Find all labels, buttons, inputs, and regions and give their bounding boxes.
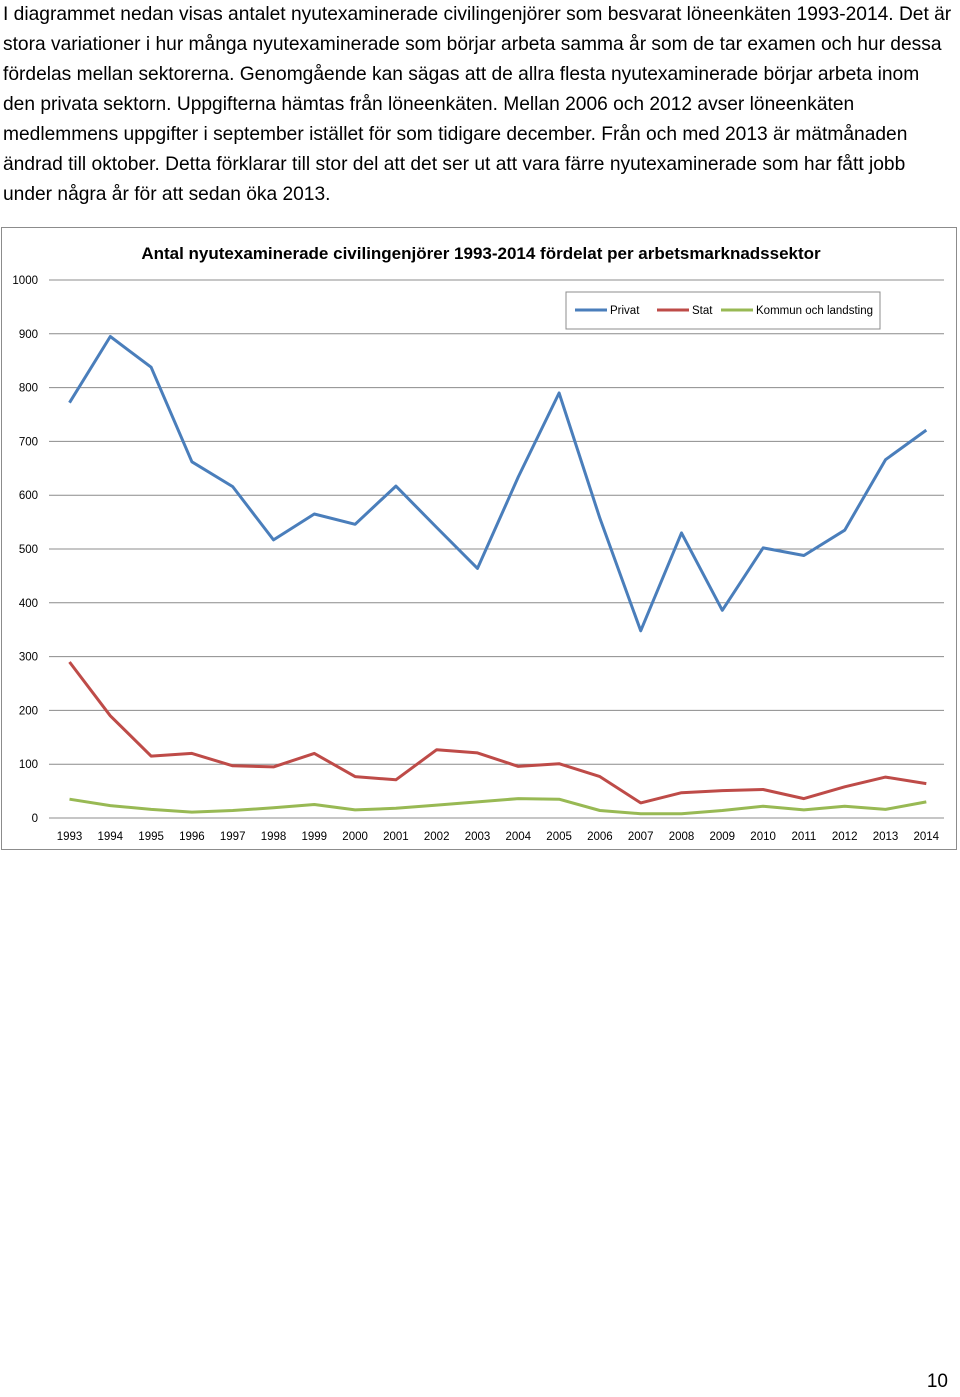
x-tick-label: 2014 [914, 831, 940, 843]
y-tick-label: 800 [19, 383, 38, 395]
intro-paragraph: I diagrammet nedan visas antalet nyutexa… [3, 4, 952, 205]
x-axis-ticks: 1993 1994 1995 1996 1997 1998 1999 2000 2001 2002… [57, 831, 940, 843]
y-tick-label: 100 [19, 759, 38, 771]
y-tick-label: 0 [32, 813, 38, 825]
y-tick-label: 900 [19, 329, 38, 341]
y-tick-label: 500 [19, 544, 38, 556]
y-tick-label: 600 [19, 490, 38, 502]
x-tick-label: 2006 [587, 831, 613, 843]
y-tick-label: 300 [19, 652, 38, 664]
x-tick-label: 1996 [179, 831, 205, 843]
line-chart: Antal nyutexaminerade civilingenjörer 19… [1, 227, 957, 850]
x-tick-label: 2012 [832, 831, 858, 843]
y-tick-label: 400 [19, 598, 38, 610]
x-tick-label: 1993 [57, 831, 83, 843]
series-lines [68, 335, 928, 816]
legend-label: Stat [692, 305, 713, 317]
series-line [68, 661, 927, 805]
x-tick-label: 2010 [750, 831, 776, 843]
y-tick-label: 1000 [12, 275, 38, 287]
x-tick-label: 2004 [506, 831, 532, 843]
x-tick-label: 2005 [546, 831, 572, 843]
x-tick-label: 1997 [220, 831, 246, 843]
x-tick-label: 2008 [669, 831, 695, 843]
legend-label: Kommun och landsting [756, 305, 873, 317]
x-tick-label: 2000 [342, 831, 368, 843]
series-line [69, 797, 927, 816]
chart-canvas: Antal nyutexaminerade civilingenjörer 19… [12, 244, 944, 843]
y-tick-label: 700 [19, 436, 38, 448]
x-tick-label: 2002 [424, 831, 450, 843]
y-tick-label: 200 [19, 705, 38, 717]
series-line [68, 335, 928, 633]
x-tick-label: 2009 [710, 831, 736, 843]
x-tick-label: 1999 [302, 831, 328, 843]
x-tick-label: 1998 [261, 831, 287, 843]
legend-label: Privat [610, 305, 640, 317]
x-tick-label: 1995 [138, 831, 164, 843]
x-tick-label: 1994 [98, 831, 124, 843]
x-tick-label: 2001 [383, 831, 409, 843]
gridlines [49, 279, 944, 819]
legend: Privat Stat Kommun och landsting [565, 291, 881, 330]
x-tick-label: 2011 [792, 831, 817, 843]
x-tick-label: 2007 [628, 831, 654, 843]
y-axis-ticks: 0 100 200 300 400 500 600 700 800 900 1000 [12, 275, 38, 825]
chart-title: Antal nyutexaminerade civilingenjörer 19… [141, 244, 821, 263]
page-number: 10 [926, 1371, 948, 1392]
x-tick-label: 2013 [873, 831, 899, 843]
x-tick-label: 2003 [465, 831, 491, 843]
